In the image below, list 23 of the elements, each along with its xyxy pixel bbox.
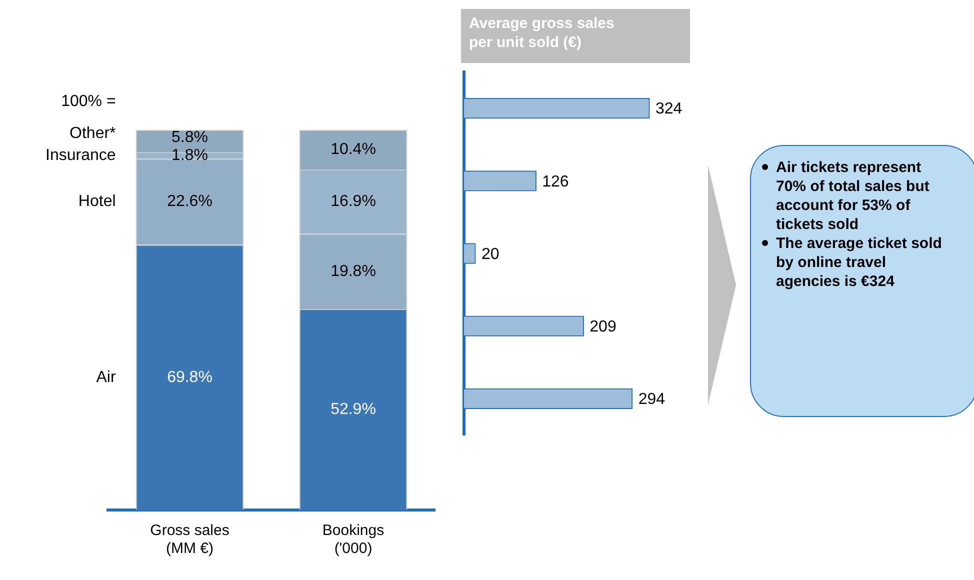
data-label: 69.8% <box>167 368 212 386</box>
series-label: Air <box>96 368 116 386</box>
text: Air tickets represent 70% of total sales but account for 53% of tickets sold <box>776 158 930 234</box>
series-label: Insurance <box>46 146 116 164</box>
data-label: 324 <box>655 100 682 118</box>
data-label: 22.6% <box>167 193 212 210</box>
x-tick-label: Bookings ('000) <box>322 522 384 558</box>
data-label: 10.4% <box>330 141 376 158</box>
data-label: 294 <box>638 391 666 408</box>
series-label: Other* <box>70 124 116 142</box>
data-label: 209 <box>590 318 616 336</box>
data-label: 1.8% <box>172 146 208 164</box>
data-label: 19.8% <box>330 262 376 280</box>
data-label: 20 <box>481 246 500 263</box>
x-tick-label: Gross sales (MM €) <box>150 522 230 558</box>
data-label: 16.9% <box>330 193 376 210</box>
data-label: 52.9% <box>330 400 376 418</box>
data-label: 5.8% <box>172 128 208 146</box>
text: The average ticket sold by online travel agencies is €324 <box>776 234 943 291</box>
series-label: Hotel <box>78 193 116 210</box>
data-label: 126 <box>542 173 569 190</box>
chart-title: Average gross sales per unit sold (€) <box>461 9 690 63</box>
text: 100% = <box>61 92 116 110</box>
